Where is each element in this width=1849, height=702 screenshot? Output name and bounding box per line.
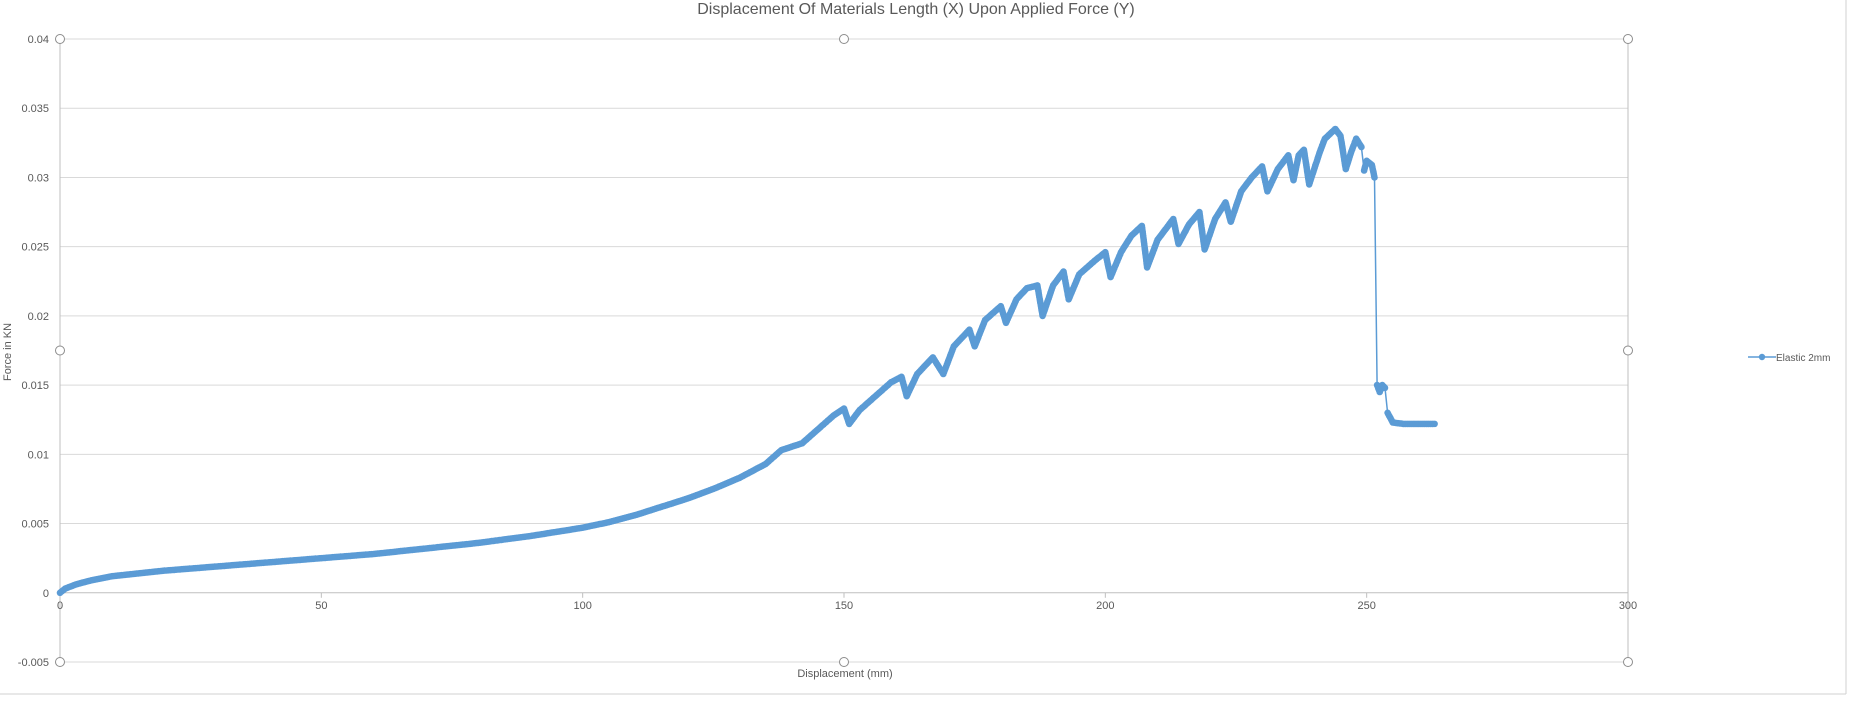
x-tick-label: 300 [1619,600,1637,612]
x-axis-title: Displacement (mm) [797,668,892,680]
legend: Elastic 2mm [1748,353,1830,364]
chart-title: Displacement Of Materials Length (X) Upo… [697,1,1135,18]
y-tick-label: 0.01 [28,449,49,461]
x-axis-ticks: 0 50 100 150 200 250 300 [57,592,1637,612]
resize-handle[interactable] [55,345,65,356]
data-point [1431,420,1438,428]
y-axis-title: Force in KN [2,323,14,381]
y-tick-label: 0 [43,588,49,600]
y-tick-label: 0.02 [28,311,49,323]
resize-handle[interactable] [839,657,849,667]
resize-handle[interactable] [1623,34,1633,44]
x-tick-label: 100 [573,600,591,612]
y-tick-label: 0.005 [21,519,49,531]
y-tick-label: -0.005 [18,657,49,669]
selection-handles[interactable] [55,34,1633,667]
resize-handle[interactable] [1623,657,1633,667]
legend-label: Elastic 2mm [1776,353,1830,364]
resize-handle[interactable] [1623,345,1633,356]
gridlines [60,38,1628,663]
y-tick-label: 0.03 [28,172,49,184]
y-tick-label: 0.025 [21,242,49,254]
y-tick-label: 0.04 [28,34,49,46]
resize-handle[interactable] [839,34,849,44]
resize-handle[interactable] [55,657,65,667]
legend-marker-dot [1758,353,1766,361]
x-tick-label: 0 [57,600,63,612]
x-tick-label: 250 [1357,600,1375,612]
resize-handle[interactable] [55,34,65,44]
series-elastic-2mm [56,125,1438,597]
data-point [1358,143,1365,151]
data-point [1381,384,1389,392]
y-tick-label: 0.015 [21,380,49,392]
x-tick-label: 150 [835,600,853,612]
y-tick-label: 0.035 [21,103,49,115]
y-axis-ticks: -0.005 0 0.005 0.01 0.015 0.02 0.025 0.03 0.035 0… [18,34,49,669]
x-tick-label: 200 [1096,600,1114,612]
data-point [1371,174,1378,181]
x-tick-label: 50 [315,600,327,612]
